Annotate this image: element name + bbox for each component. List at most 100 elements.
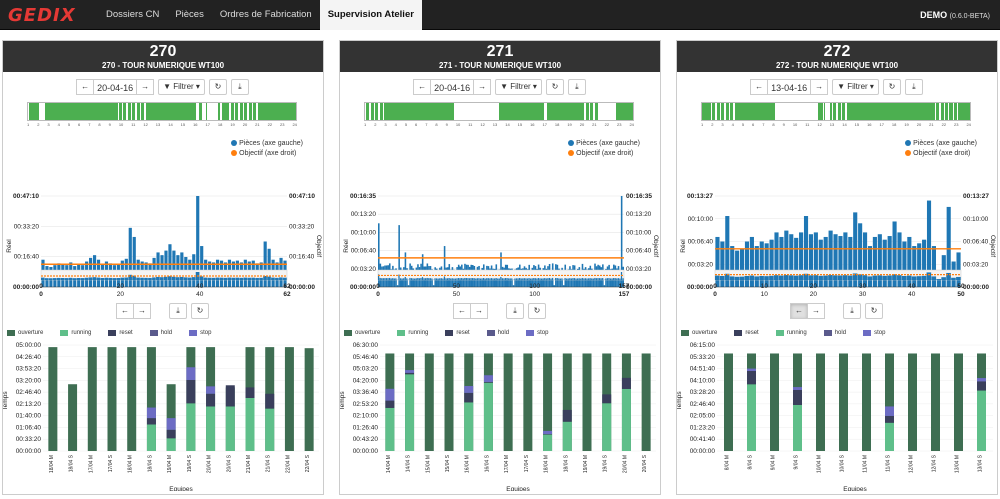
reset-segment[interactable] xyxy=(265,393,275,409)
piece-bar[interactable] xyxy=(813,232,818,287)
piece-bar[interactable] xyxy=(512,285,515,287)
ouverture-bar[interactable] xyxy=(503,353,513,451)
piece-bar[interactable] xyxy=(877,234,882,287)
legend-objectif[interactable]: Objectif (axe droit) xyxy=(231,149,303,159)
running-segment[interactable] xyxy=(225,406,235,451)
overview-chart[interactable]: 0 50 100 157 xyxy=(340,268,660,290)
piece-bar[interactable] xyxy=(799,232,804,287)
stop-segment[interactable] xyxy=(146,407,156,419)
download-icon[interactable]: ⤓ xyxy=(904,79,923,95)
legend-running[interactable]: running xyxy=(397,330,428,336)
legend-hold[interactable]: hold xyxy=(149,330,172,336)
reset-segment[interactable] xyxy=(562,409,572,422)
reset-segment[interactable] xyxy=(245,387,255,398)
piece-bar[interactable] xyxy=(848,236,853,287)
running-segment[interactable] xyxy=(747,384,756,451)
nav-dossiers-cn[interactable]: Dossiers CN xyxy=(106,9,160,20)
ouverture-bar[interactable] xyxy=(908,353,917,451)
ouverture-bar[interactable] xyxy=(48,347,58,451)
ouverture-bar[interactable] xyxy=(724,353,733,451)
piece-bar[interactable] xyxy=(132,236,136,287)
piece-bar[interactable] xyxy=(553,285,556,287)
legend-pieces[interactable]: Pièces (axe gauche) xyxy=(905,139,977,149)
piece-bar[interactable] xyxy=(833,234,838,287)
next-page-button[interactable]: → xyxy=(807,303,825,319)
ouverture-bar[interactable] xyxy=(543,353,553,451)
piece-bar[interactable] xyxy=(769,239,774,287)
prev-page-button[interactable]: ← xyxy=(790,303,808,319)
piece-bar[interactable] xyxy=(808,234,813,287)
piece-bar[interactable] xyxy=(936,276,941,287)
piece-bar[interactable] xyxy=(863,232,868,287)
piece-bar[interactable] xyxy=(867,246,873,287)
running-segment[interactable] xyxy=(245,398,255,451)
reset-segment[interactable] xyxy=(885,415,894,423)
next-day-button[interactable]: → xyxy=(810,79,829,95)
ouverture-bar[interactable] xyxy=(839,353,848,451)
piece-bar[interactable] xyxy=(156,252,160,287)
legend-stop[interactable]: stop xyxy=(863,330,885,336)
running-segment[interactable] xyxy=(206,406,216,451)
ouverture-bar[interactable] xyxy=(770,353,779,451)
prev-page-button[interactable]: ← xyxy=(453,303,471,319)
reset-segment[interactable] xyxy=(747,370,756,385)
running-segment[interactable] xyxy=(562,421,572,451)
ouverture-bar[interactable] xyxy=(304,348,314,451)
ouverture-bar[interactable] xyxy=(107,347,117,451)
reset-segment[interactable] xyxy=(225,385,235,407)
reset-segment[interactable] xyxy=(405,372,415,375)
ouverture-bar[interactable] xyxy=(166,384,176,451)
download-icon[interactable]: ⤓ xyxy=(567,79,586,95)
reset-segment[interactable] xyxy=(621,377,631,389)
piece-bar[interactable] xyxy=(172,250,176,287)
stop-segment[interactable] xyxy=(385,388,395,401)
reset-segment[interactable] xyxy=(146,418,156,425)
overview-chart[interactable]: 0 20 40 62 xyxy=(3,268,323,290)
piece-bar[interactable] xyxy=(443,246,446,287)
download-icon[interactable]: ⤓ xyxy=(506,303,524,319)
legend-reset[interactable]: reset xyxy=(108,330,133,336)
running-segment[interactable] xyxy=(483,382,493,451)
running-segment[interactable] xyxy=(885,422,894,451)
legend-hold[interactable]: hold xyxy=(486,330,509,336)
running-segment[interactable] xyxy=(385,407,395,451)
legend-pieces[interactable]: Pièces (axe gauche) xyxy=(231,139,303,149)
piece-bar[interactable] xyxy=(432,285,435,287)
piece-bar[interactable] xyxy=(892,221,897,287)
piece-bar[interactable] xyxy=(922,239,927,287)
piece-bar[interactable] xyxy=(164,250,168,287)
piece-bar[interactable] xyxy=(774,232,779,287)
piece-bar[interactable] xyxy=(818,239,823,287)
reset-segment[interactable] xyxy=(464,392,474,403)
legend-stop[interactable]: stop xyxy=(189,330,211,336)
piece-bar[interactable] xyxy=(843,232,848,287)
reset-segment[interactable] xyxy=(977,381,986,391)
ouverture-bar[interactable] xyxy=(523,353,533,451)
prev-page-button[interactable]: ← xyxy=(116,303,134,319)
piece-bar[interactable] xyxy=(917,243,922,287)
nav-ordres-fabrication[interactable]: Ordres de Fabrication xyxy=(219,9,312,20)
next-page-button[interactable]: → xyxy=(470,303,488,319)
stop-segment[interactable] xyxy=(166,418,176,430)
piece-bar[interactable] xyxy=(858,223,863,287)
stop-segment[interactable] xyxy=(747,368,756,371)
piece-bar[interactable] xyxy=(882,239,887,287)
piece-bar[interactable] xyxy=(603,285,606,287)
running-segment[interactable] xyxy=(405,374,415,451)
piece-bar[interactable] xyxy=(931,246,936,287)
reset-segment[interactable] xyxy=(602,394,612,404)
piece-bar[interactable] xyxy=(735,250,740,287)
piece-bar[interactable] xyxy=(749,236,754,287)
piece-bar[interactable] xyxy=(764,243,769,287)
reset-segment[interactable] xyxy=(186,379,196,404)
app-logo[interactable]: GEDIX xyxy=(8,5,76,26)
stop-segment[interactable] xyxy=(977,378,986,382)
reset-segment[interactable] xyxy=(385,400,395,408)
refresh-icon[interactable]: ↻ xyxy=(865,303,883,319)
stop-segment[interactable] xyxy=(885,406,894,416)
piece-bar[interactable] xyxy=(267,248,271,287)
next-day-button[interactable]: → xyxy=(473,79,492,95)
filter-dropdown[interactable]: ▼ Filtrer ▾ xyxy=(832,79,879,95)
refresh-icon[interactable]: ↻ xyxy=(545,79,564,95)
stop-segment[interactable] xyxy=(405,370,415,373)
